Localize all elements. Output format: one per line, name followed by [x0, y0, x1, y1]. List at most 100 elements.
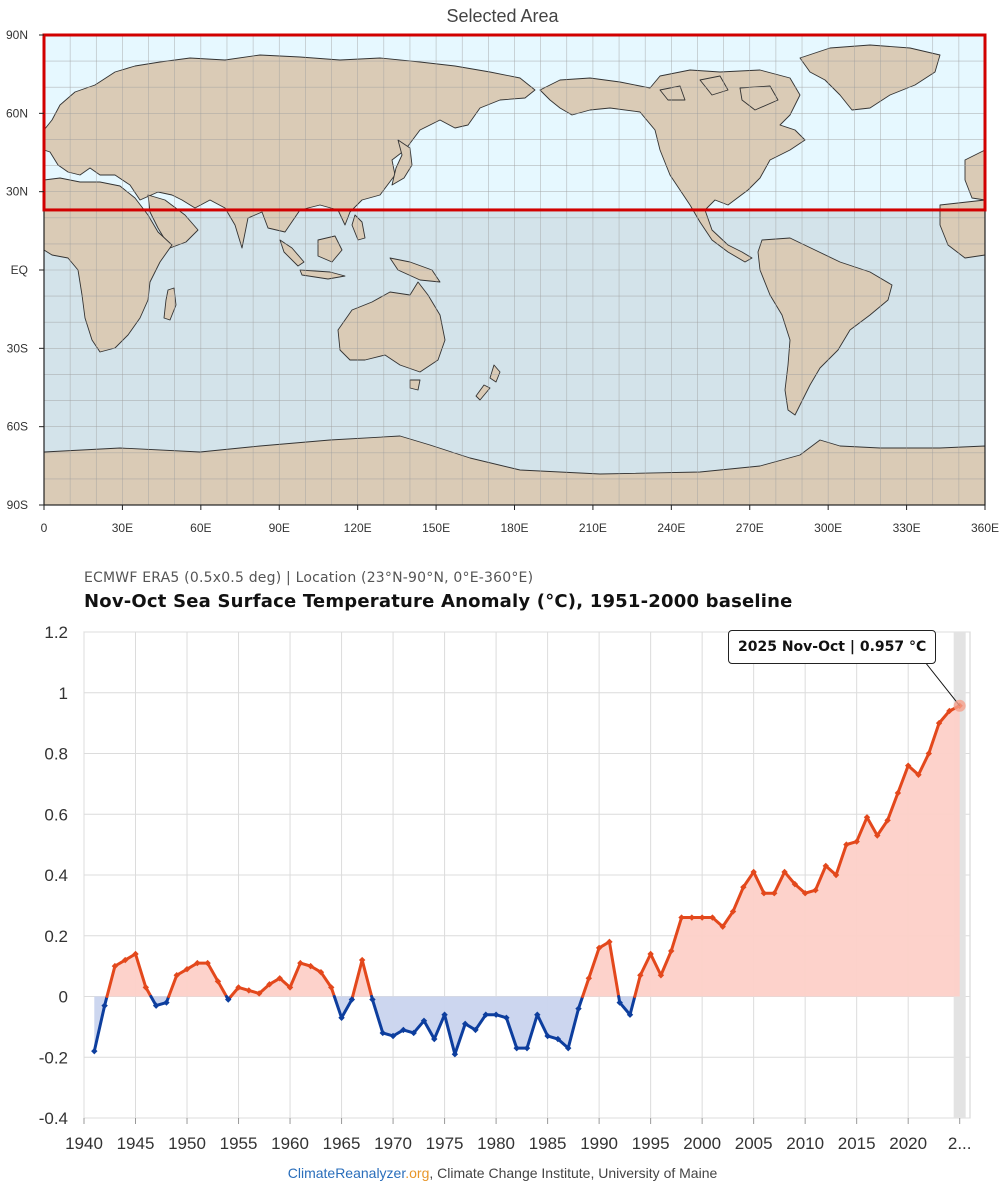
map-lat-label: 90S	[7, 498, 28, 512]
data-point[interactable]	[132, 950, 139, 958]
y-tick-label: 0.8	[44, 745, 68, 764]
data-point[interactable]	[709, 914, 716, 921]
map-lat-label: 30N	[6, 185, 28, 199]
data-point[interactable]	[266, 981, 273, 988]
data-point[interactable]	[534, 1011, 541, 1018]
y-axis-tick-labels: 1.2 1 0.8 0.6 0.4 0.2 0 -0.2 -0.4	[39, 623, 68, 1128]
data-point[interactable]	[214, 978, 222, 985]
x-tick-label: 1980	[477, 1134, 515, 1153]
data-point[interactable]	[853, 838, 860, 845]
map-lon-label: 270E	[736, 521, 764, 535]
data-point[interactable]	[297, 959, 304, 967]
selected-area-box	[42, 33, 987, 212]
data-point[interactable]	[668, 947, 675, 955]
data-point[interactable]	[935, 719, 943, 727]
data-point[interactable]	[657, 972, 665, 979]
data-point[interactable]	[740, 883, 747, 891]
data-point[interactable]	[925, 750, 932, 757]
land-java	[299, 269, 346, 280]
data-point[interactable]	[225, 996, 232, 1003]
data-point[interactable]	[482, 1011, 489, 1018]
data-point[interactable]	[276, 975, 283, 982]
credit-tld[interactable]: .org	[405, 1165, 430, 1181]
data-point[interactable]	[472, 1026, 479, 1034]
positive-area	[352, 960, 372, 997]
negative-area	[94, 996, 107, 1052]
data-point[interactable]	[255, 990, 263, 997]
x-tick-label: 2005	[735, 1134, 773, 1153]
data-point[interactable]	[451, 1051, 459, 1058]
data-point[interactable]	[812, 886, 819, 894]
positive-area	[582, 941, 619, 997]
data-point[interactable]	[771, 890, 778, 897]
data-point[interactable]	[904, 762, 912, 769]
data-point[interactable]	[441, 1011, 448, 1018]
data-point[interactable]	[843, 841, 850, 848]
data-point[interactable]	[688, 914, 696, 921]
x-tick-label: 1945	[117, 1134, 155, 1153]
map-lon-label: 90E	[269, 521, 290, 535]
data-point[interactable]	[719, 923, 726, 930]
land-sumatra	[279, 239, 305, 267]
land-philippines	[351, 214, 366, 241]
data-point[interactable]	[91, 1047, 98, 1055]
chart-tooltip: 2025 Nov-Oct | 0.957 °C	[728, 630, 937, 664]
data-point[interactable]	[358, 956, 366, 964]
data-point[interactable]	[626, 1011, 634, 1018]
highlight-point[interactable]	[953, 699, 966, 712]
x-tick-label: 1960	[271, 1134, 309, 1153]
x-tick-label: 2015	[838, 1134, 876, 1153]
data-point[interactable]	[111, 962, 119, 970]
data-point[interactable]	[194, 959, 201, 967]
data-point[interactable]	[307, 962, 314, 970]
data-point[interactable]	[492, 1011, 500, 1018]
map-lon-label: 150E	[422, 521, 450, 535]
x-tick-label: 1975	[426, 1134, 464, 1153]
data-point[interactable]	[461, 1020, 469, 1028]
credit-brand-link[interactable]: ClimateReanalyzer	[287, 1165, 406, 1181]
world-map: 90N 60N 30N EQ 30S 60S 90S 0 30E 60E 90E 120E 150E 1…	[6, 28, 999, 535]
data-point[interactable]	[781, 868, 788, 876]
land-arctic-islands	[659, 75, 779, 111]
data-point[interactable]	[369, 996, 376, 1003]
anomaly-line-chart[interactable]: 1.210.80.60.40.20-0.2-0.4 1940 1945 1950 19…	[0, 560, 1005, 1160]
data-point[interactable]	[565, 1044, 572, 1052]
data-point[interactable]	[183, 965, 191, 973]
data-point[interactable]	[585, 975, 593, 982]
data-point[interactable]	[750, 868, 757, 876]
land-arabia	[147, 194, 199, 249]
data-point[interactable]	[760, 890, 768, 897]
x-tick-label: 1990	[580, 1134, 618, 1153]
chart-panel: ECMWF ERA5 (0.5x0.5 deg) | Location (23°…	[0, 560, 1005, 1199]
data-point[interactable]	[894, 789, 902, 797]
data-point[interactable]	[431, 1035, 438, 1043]
data-point[interactable]	[698, 914, 706, 921]
data-point[interactable]	[235, 984, 242, 991]
positive-area	[634, 705, 960, 997]
data-point[interactable]	[204, 959, 211, 967]
negative-area	[334, 996, 353, 1018]
land-europe-east-edge	[964, 149, 986, 201]
data-point[interactable]	[832, 871, 840, 879]
map-lon-label: 30E	[112, 521, 133, 535]
data-point[interactable]	[595, 944, 603, 952]
x-axis-tick-labels: 1940 1945 1950 1955 1960 1965 1970 1975 1980 1985…	[65, 1118, 972, 1153]
x-tick-label: 1970	[374, 1134, 412, 1153]
x-tick-label: 1940	[65, 1134, 103, 1153]
negative-line-segment	[149, 995, 171, 1008]
map-lon-label: 330E	[893, 521, 921, 535]
data-point[interactable]	[575, 1005, 582, 1012]
data-point[interactable]	[400, 1026, 407, 1034]
map-lon-label: 60E	[190, 521, 211, 535]
data-point[interactable]	[554, 1035, 562, 1043]
map-latitude-labels: 90N 60N 30N EQ 30S 60S 90S	[6, 28, 44, 512]
chart-area-fills	[94, 705, 960, 1055]
y-tick-label: 0.4	[44, 866, 68, 885]
map-title: Selected Area	[446, 6, 559, 26]
land-south-america	[757, 237, 893, 416]
data-point[interactable]	[678, 914, 685, 921]
data-point[interactable]	[863, 814, 871, 821]
data-point[interactable]	[647, 950, 654, 958]
data-point[interactable]	[801, 890, 809, 897]
data-point[interactable]	[348, 996, 356, 1003]
